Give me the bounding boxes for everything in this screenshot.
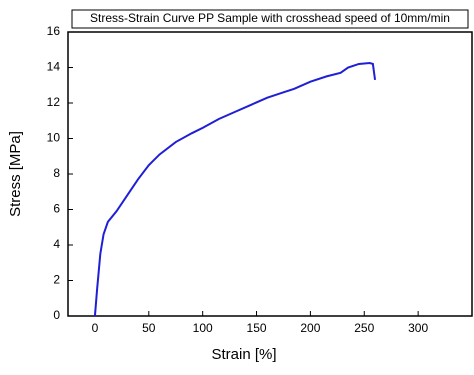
y-tick-label: 12 xyxy=(47,95,61,109)
y-tick-label: 4 xyxy=(53,237,60,251)
x-tick-label: 100 xyxy=(193,321,213,335)
x-tick-label: 0 xyxy=(92,321,99,335)
x-tick-label: 300 xyxy=(408,321,428,335)
y-tick-label: 14 xyxy=(47,60,61,74)
x-tick-label: 150 xyxy=(247,321,267,335)
data-line xyxy=(93,62,377,317)
y-tick-label: 16 xyxy=(47,24,61,38)
chart-title: Stress-Strain Curve PP Sample with cross… xyxy=(90,11,450,25)
x-tick-label: 50 xyxy=(142,321,156,335)
y-tick-label: 2 xyxy=(53,273,60,287)
y-tick-label: 6 xyxy=(53,202,60,216)
title-box xyxy=(71,9,469,29)
y-tick-label: 10 xyxy=(47,131,61,145)
plot-frame xyxy=(67,31,473,317)
x-tick-label: 200 xyxy=(300,321,320,335)
y-tick-label: 8 xyxy=(53,166,60,180)
x-axis-title: Strain [%] xyxy=(211,346,276,363)
y-tick-label: 0 xyxy=(53,308,60,322)
x-tick-label: 250 xyxy=(354,321,374,335)
y-axis-title: Stress [MPa] xyxy=(7,131,24,217)
